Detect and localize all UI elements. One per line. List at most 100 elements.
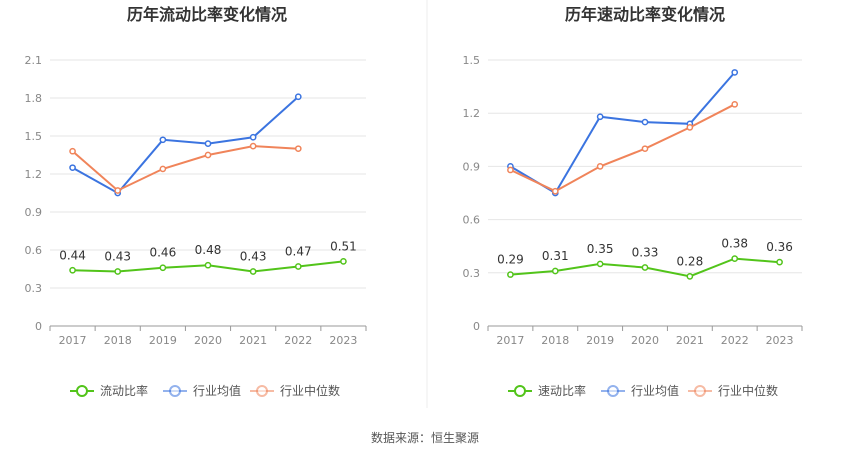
data-point-company	[159, 264, 167, 272]
data-label: 0.43	[104, 250, 131, 264]
chart-quick-ratio: 历年速动比率变化情况 0 0.3 0.6 0.9 1.2 1.5 2017 2018 2019 20…	[463, 5, 803, 398]
data-label: 0.51	[330, 239, 357, 253]
legend-item-median: 行业中位数	[250, 383, 340, 398]
data-point-average	[249, 133, 257, 141]
x-tick-label: 2022	[284, 334, 312, 347]
data-label: 0.44	[59, 248, 86, 262]
legend-label: 行业均值	[631, 383, 679, 398]
data-point-company	[69, 266, 76, 274]
data-label: 0.46	[149, 246, 176, 260]
y-tick-label: 1.8	[25, 92, 43, 105]
y-tick-label: 1.2	[25, 168, 43, 181]
y-tick-label: 1.5	[25, 130, 43, 143]
legend-label: 流动比率	[100, 383, 148, 398]
data-point-median	[641, 145, 649, 153]
y-tick-label: 1.5	[463, 54, 481, 67]
y-tick-label: 0.3	[463, 267, 481, 280]
data-point-company	[340, 258, 347, 265]
series-line-average	[72, 95, 299, 195]
data-point-median	[596, 163, 604, 170]
data-point-average	[596, 113, 604, 121]
series-line-median	[509, 103, 736, 193]
data-point-company	[776, 258, 783, 266]
data-point-median	[249, 142, 257, 150]
data-point-average	[204, 140, 212, 147]
legend-item-average: 行业均值	[601, 383, 679, 398]
data-label: 0.38	[721, 237, 748, 251]
data-label: 0.36	[766, 240, 793, 254]
legend-item-company: 速动比率	[508, 383, 586, 398]
legend-swatch-marker	[76, 385, 88, 397]
y-tick-label: 2.1	[25, 54, 43, 67]
data-point-company	[641, 264, 649, 271]
legend-item-median: 行业中位数	[688, 383, 778, 398]
legend-swatch-marker	[607, 385, 619, 397]
data-label: 0.48	[195, 243, 222, 257]
x-tick-label: 2023	[766, 334, 794, 347]
y-tick-label: 0	[35, 320, 42, 333]
data-point-average	[294, 93, 302, 101]
data-point-company	[731, 255, 739, 262]
y-tick-label: 0.9	[463, 160, 481, 173]
data-point-company	[686, 272, 694, 280]
data-label: 0.35	[587, 242, 614, 256]
chart-title: 历年速动比率变化情况	[565, 5, 725, 24]
data-point-company	[507, 271, 514, 278]
data-source: 数据来源：恒生聚源	[371, 430, 479, 445]
data-point-company	[204, 261, 212, 269]
data-point-company	[294, 263, 302, 270]
data-label: 0.29	[497, 253, 524, 267]
x-tick-label: 2020	[194, 334, 222, 347]
legend-item-average: 行业均值	[163, 383, 241, 398]
data-point-company	[249, 268, 257, 275]
x-tick-label: 2019	[586, 334, 614, 347]
x-tick-label: 2023	[329, 334, 357, 347]
x-tick-label: 2018	[541, 334, 569, 347]
legend-label: 速动比率	[538, 383, 586, 398]
data-point-average	[641, 118, 649, 126]
legend-item-company: 流动比率	[70, 383, 148, 398]
x-tick-label: 2017	[496, 334, 524, 347]
series-line-average	[509, 71, 736, 195]
x-tick-label: 2018	[104, 334, 132, 347]
chart-current-ratio: 历年流动比率变化情况 0 0.3 0.6 0.9 1.2 1.5 1.8 2.1 2017 2018…	[25, 5, 367, 398]
data-label: 0.33	[632, 245, 659, 259]
data-point-median	[507, 166, 514, 174]
data-point-average	[159, 136, 167, 144]
data-label: 0.31	[542, 249, 569, 263]
legend-swatch-marker	[169, 385, 181, 397]
data-point-median	[294, 145, 302, 153]
x-tick-label: 2019	[149, 334, 177, 347]
legend-swatch-marker	[256, 385, 268, 397]
data-point-median	[159, 165, 167, 173]
data-point-median	[69, 147, 76, 155]
data-point-median	[551, 187, 559, 195]
legend-label: 行业中位数	[280, 383, 340, 398]
y-tick-label: 1.2	[463, 107, 481, 120]
data-point-average	[731, 69, 739, 76]
series-line-median	[71, 145, 299, 192]
y-tick-label: 0.3	[25, 282, 43, 295]
legend-swatch-marker	[514, 385, 526, 397]
data-label: 0.47	[285, 244, 312, 258]
y-tick-label: 0.9	[25, 206, 43, 219]
data-point-median	[114, 187, 122, 194]
data-point-median	[731, 100, 739, 108]
x-tick-label: 2021	[239, 334, 267, 347]
data-point-median	[204, 151, 212, 159]
chart-title: 历年流动比率变化情况	[127, 5, 287, 24]
x-tick-label: 2022	[721, 334, 749, 347]
data-point-company	[596, 260, 604, 268]
data-point-company	[551, 267, 559, 275]
y-tick-label: 0.6	[463, 214, 481, 227]
data-point-median	[686, 124, 694, 131]
y-tick-label: 0.6	[25, 244, 43, 257]
data-point-company	[114, 268, 122, 275]
legend-swatch-marker	[694, 385, 706, 397]
data-point-average	[69, 164, 76, 172]
legend-label: 行业中位数	[718, 383, 778, 398]
x-tick-label: 2020	[631, 334, 659, 347]
x-tick-label: 2017	[59, 334, 87, 347]
data-label: 0.43	[240, 250, 267, 264]
